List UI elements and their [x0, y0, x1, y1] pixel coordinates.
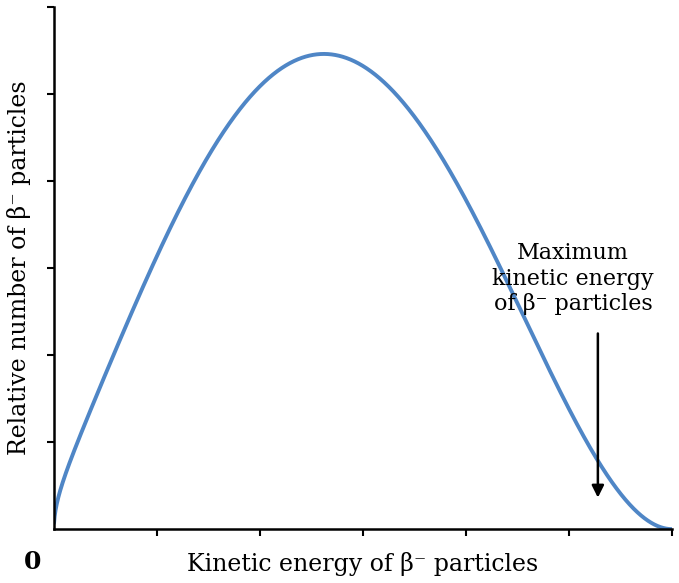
Text: Maximum
kinetic energy
of β⁻ particles: Maximum kinetic energy of β⁻ particles [492, 243, 654, 315]
Text: 0: 0 [24, 550, 41, 574]
X-axis label: Kinetic energy of β⁻ particles: Kinetic energy of β⁻ particles [187, 552, 538, 576]
Y-axis label: Relative number of β⁻ particles: Relative number of β⁻ particles [7, 80, 31, 455]
